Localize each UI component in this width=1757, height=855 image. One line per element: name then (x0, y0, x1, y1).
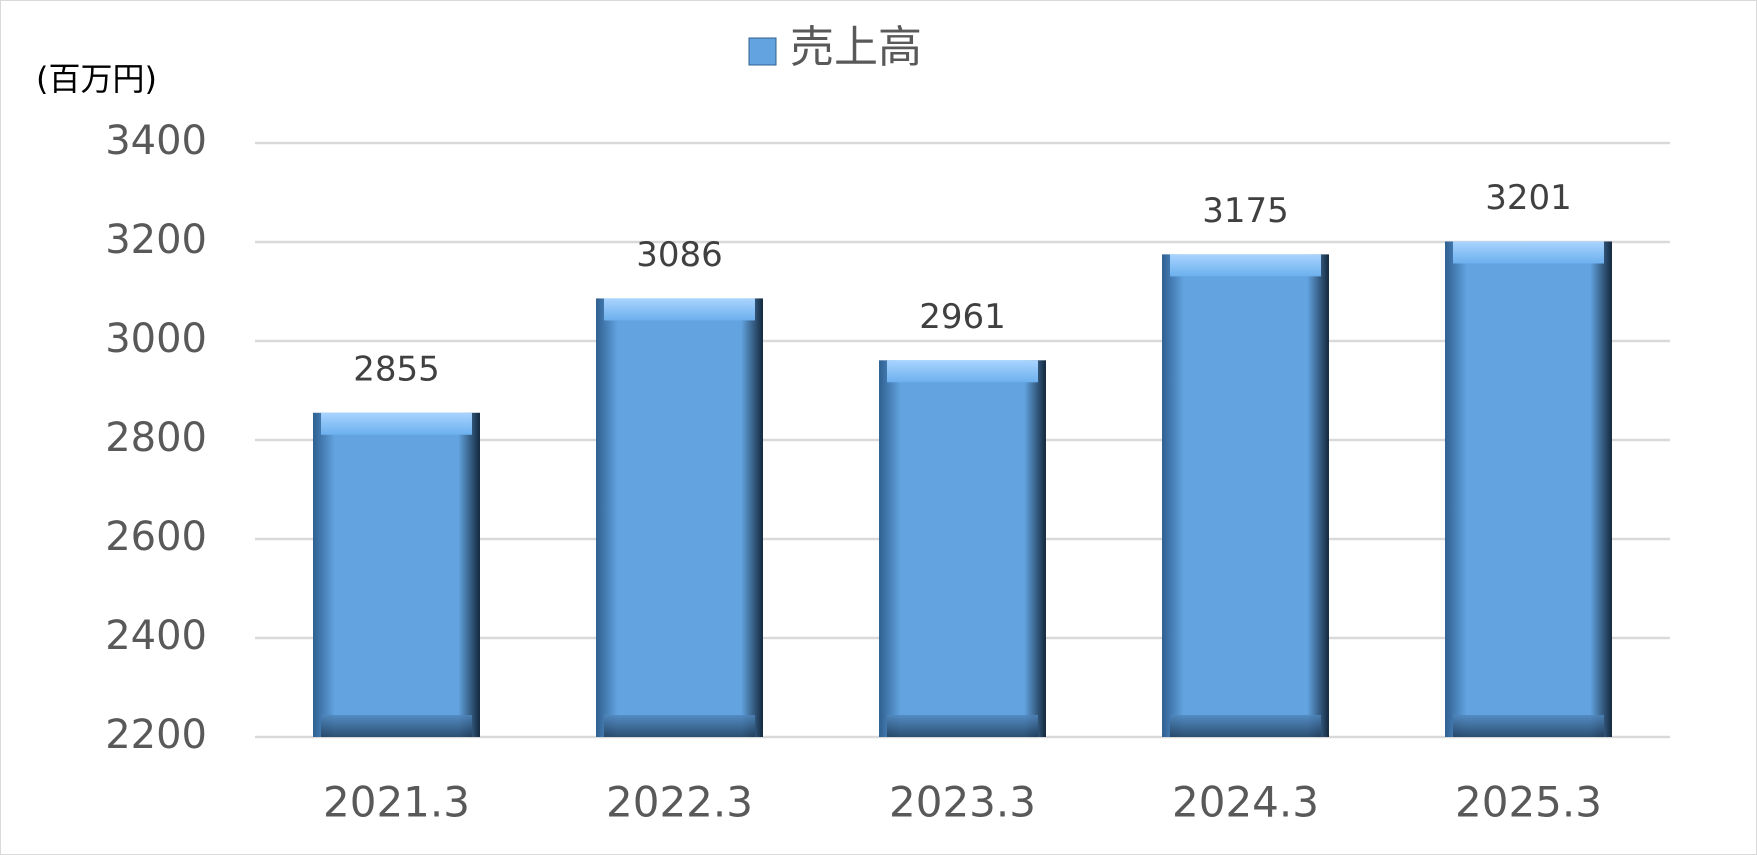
bar-bevel-top (604, 298, 755, 321)
bar-bevel-top (1170, 254, 1321, 277)
bar (879, 360, 1046, 737)
y-tick-label: 2800 (105, 415, 207, 461)
x-tick-label: 2024.3 (1172, 778, 1319, 827)
y-tick-label: 3400 (105, 118, 207, 164)
bar-bevel-top (1453, 241, 1604, 264)
y-tick-label: 3200 (105, 217, 207, 263)
data-label: 2961 (919, 297, 1006, 337)
data-label: 3175 (1202, 191, 1289, 231)
y-tick-label: 2200 (105, 712, 207, 758)
y-axis-label: (百万円) (36, 60, 157, 98)
x-tick-label: 2025.3 (1455, 778, 1602, 827)
legend-swatch (748, 37, 777, 66)
data-label: 3201 (1485, 178, 1572, 218)
bar-bevel-bottom (887, 715, 1038, 737)
bar (1162, 254, 1329, 737)
bar-bevel-bottom (321, 715, 472, 737)
x-tick-label: 2022.3 (606, 778, 753, 827)
y-tick-label: 2400 (105, 613, 207, 659)
data-label: 3086 (636, 235, 723, 275)
bar-bevel-top (887, 360, 1038, 383)
bar (1445, 241, 1612, 737)
y-tick-label: 3000 (105, 316, 207, 362)
bar-bevel-bottom (1453, 715, 1604, 737)
bar-bevel-bottom (604, 715, 755, 737)
data-label: 2855 (353, 349, 440, 389)
x-tick-label: 2023.3 (889, 778, 1036, 827)
bar (596, 298, 763, 737)
y-tick-label: 2600 (105, 514, 207, 560)
bar (313, 412, 480, 737)
bar-bevel-top (321, 412, 472, 435)
legend-label: 売上高 (790, 22, 922, 73)
x-tick-label: 2021.3 (323, 778, 470, 827)
bar-bevel-bottom (1170, 715, 1321, 737)
